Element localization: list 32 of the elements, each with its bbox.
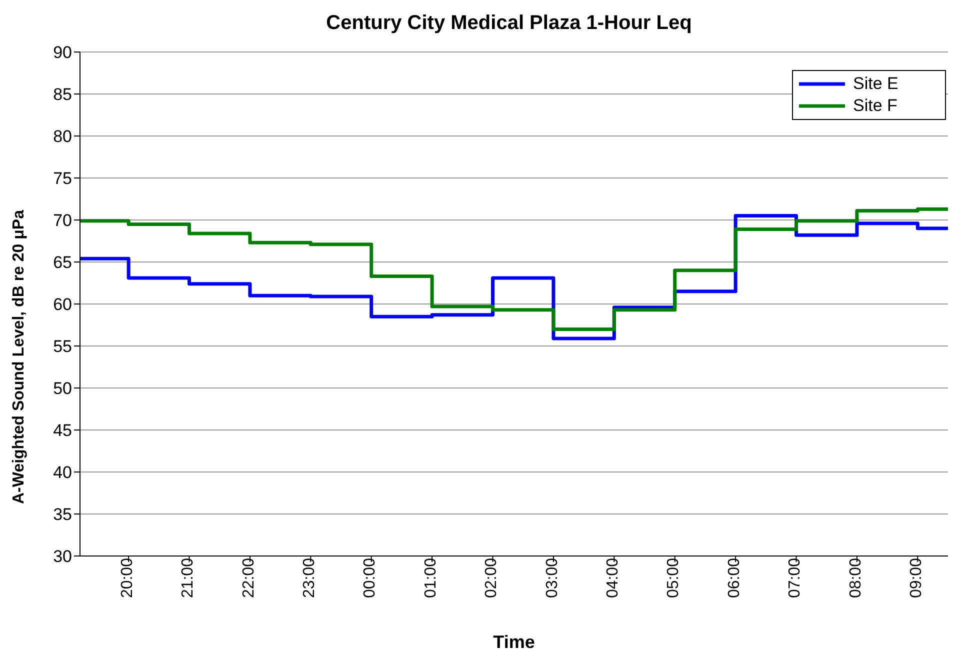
y-tick-label: 65 [53,253,72,272]
y-tick-label: 85 [53,85,72,104]
y-tick-label: 40 [53,463,72,482]
x-tick-label: 06:00 [726,558,743,598]
x-tick-label: 05:00 [665,558,682,598]
x-tick-label: 00:00 [362,558,379,598]
x-tick-label: 04:00 [604,558,622,598]
x-tick-label: 08:00 [847,558,864,598]
y-tick-label: 35 [53,505,72,524]
x-tick-label: 03:00 [544,558,561,598]
x-tick-label: 01:00 [422,558,440,598]
x-tick-label: 23:00 [301,558,318,598]
x-tick-label: 07:00 [786,558,804,598]
y-axis-title: A-Weighted Sound Level, dB re 20 μPa [10,210,28,504]
x-tick-label: 21:00 [180,558,197,598]
x-tick-label: 22:00 [240,558,258,598]
legend-label: Site F [853,95,898,117]
y-tick-label: 50 [53,379,72,398]
y-tick-label: 80 [53,127,72,146]
y-tick-label: 60 [53,295,72,314]
y-tick-label: 90 [53,43,72,62]
y-tick-label: 30 [53,547,72,566]
x-tick-label: 02:00 [483,558,500,598]
chart-title: Century City Medical Plaza 1-Hour Leq [325,11,693,36]
y-tick-label: 45 [53,421,72,440]
y-tick-label: 75 [53,169,72,188]
x-tick-label: 20:00 [118,558,136,598]
y-tick-label: 55 [53,337,72,356]
legend-label: Site E [853,73,898,95]
x-axis-title: Time [493,632,535,652]
y-tick-label: 70 [53,211,72,230]
x-tick-label: 09:00 [908,558,926,598]
